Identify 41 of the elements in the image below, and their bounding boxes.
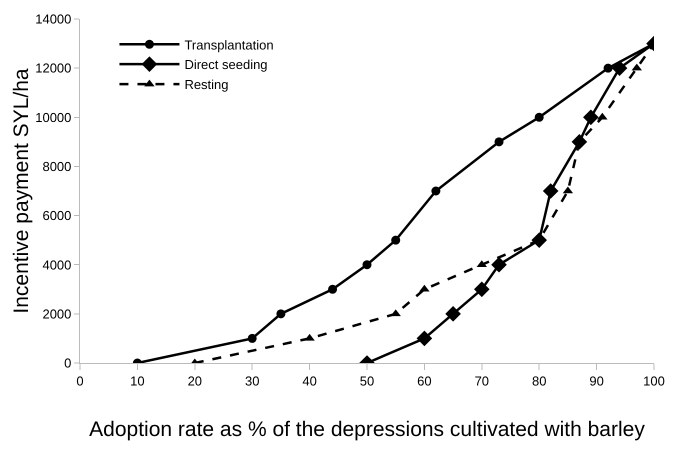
- y-tick-label: 6000: [42, 208, 72, 224]
- legend-label: Direct seeding: [184, 57, 268, 72]
- x-tick-label: 70: [474, 374, 490, 389]
- point: [248, 334, 257, 343]
- x-tick-label: 20: [188, 374, 202, 389]
- point: [390, 309, 401, 316]
- x-tick-label: 0: [76, 374, 84, 389]
- point: [494, 137, 504, 146]
- point: [391, 236, 400, 245]
- y-tick-label: 2000: [42, 306, 72, 322]
- x-tick-label: 90: [589, 374, 604, 389]
- y-tick-label: 8000: [42, 158, 72, 174]
- y-tick-label: 12000: [35, 60, 72, 76]
- legend-label: Resting: [184, 77, 229, 92]
- y-tick-label: 14000: [35, 12, 72, 27]
- point: [534, 112, 544, 122]
- point: [431, 186, 440, 196]
- x-axis-title: Adoption rate as % of the depressions cultivated with barley: [89, 418, 646, 441]
- y-tick-label: 0: [64, 356, 72, 371]
- point: [416, 330, 432, 346]
- point: [491, 256, 507, 273]
- y-tick-label: 4000: [42, 257, 72, 272]
- point: [474, 281, 490, 298]
- point: [445, 306, 461, 322]
- point: [328, 284, 338, 294]
- x-tick-label: 60: [417, 374, 432, 389]
- x-tick-label: 100: [643, 374, 665, 389]
- x-tick-label: 80: [532, 374, 546, 389]
- point: [612, 60, 628, 76]
- y-tick-label: 10000: [35, 110, 72, 125]
- x-tick-label: 50: [360, 374, 374, 389]
- point: [276, 309, 286, 318]
- legend-label: Transplantation: [184, 37, 274, 52]
- y-axis-title: Incentive payment SYL/ha: [10, 68, 33, 314]
- point: [542, 183, 558, 199]
- point: [583, 109, 599, 126]
- point: [604, 64, 613, 73]
- x-tick-label: 40: [302, 374, 317, 389]
- x-tick-label: 10: [130, 374, 145, 389]
- point: [362, 260, 372, 270]
- x-tick-label: 30: [244, 374, 260, 389]
